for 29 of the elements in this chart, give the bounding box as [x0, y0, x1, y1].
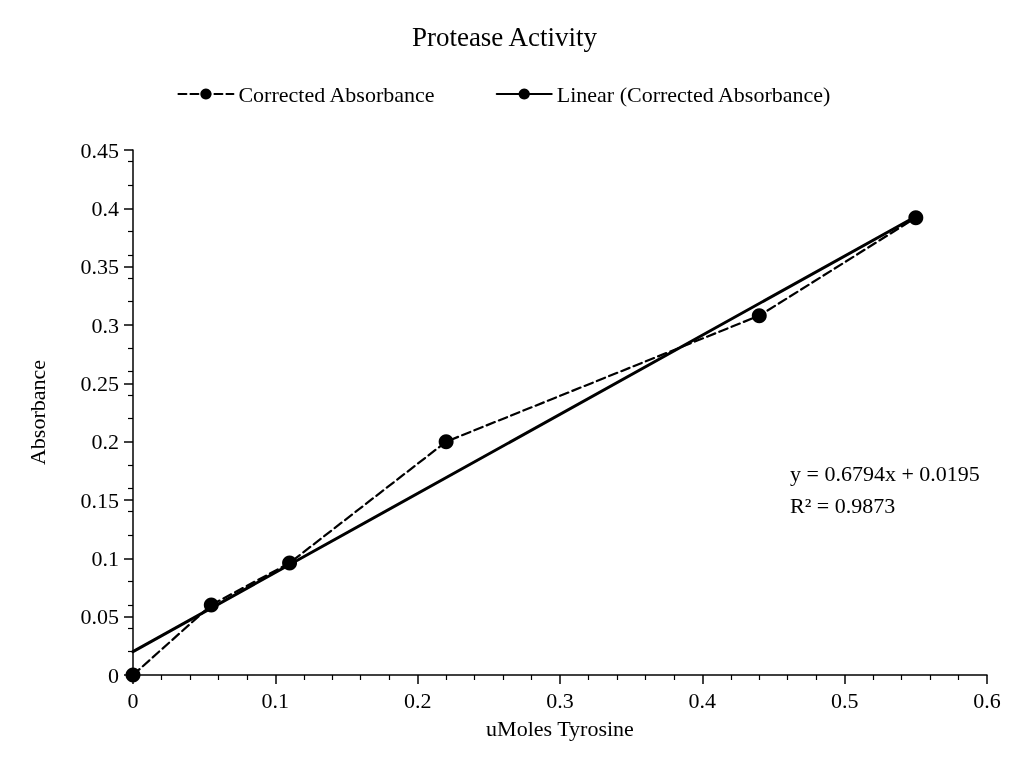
y-tick-label: 0.3 — [91, 312, 119, 338]
y-tick-label: 0.25 — [80, 370, 119, 396]
x-tick-label: 0.6 — [973, 687, 1001, 713]
x-tick-label: 0.2 — [403, 687, 432, 713]
annotation: R² = 0.9873 — [789, 492, 896, 518]
y-tick-label: 0.15 — [80, 487, 119, 513]
y-tick-label: 0.05 — [80, 604, 119, 630]
y-axis-title: Absorbance — [24, 359, 50, 466]
x-tick-label: 0.4 — [688, 687, 717, 713]
y-tick-label: 0.4 — [91, 195, 119, 221]
chart-title: Protease Activity — [411, 21, 598, 52]
x-tick-label: 0.1 — [261, 687, 290, 713]
legend-label: Corrected Absorbance — [238, 81, 435, 107]
y-tick-label: 0.2 — [91, 429, 119, 455]
x-tick-label: 0 — [127, 687, 139, 713]
x-tick-label: 0.5 — [830, 687, 859, 713]
point — [203, 597, 219, 613]
legend-label: Linear (Corrected Absorbance) — [556, 81, 831, 107]
point — [908, 210, 924, 226]
x-tick-label: 0.3 — [546, 687, 574, 713]
point — [751, 308, 767, 324]
point — [438, 434, 454, 450]
y-tick-label: 0.1 — [91, 545, 119, 571]
y-tick-label: 0 — [108, 662, 119, 688]
x-axis-title: uMoles Tyrosine — [486, 715, 634, 741]
y-tick-label: 0.45 — [80, 137, 119, 163]
y-tick-label: 0.35 — [80, 254, 119, 280]
point — [282, 555, 298, 571]
annotation: y = 0.6794x + 0.0195 — [789, 460, 980, 486]
